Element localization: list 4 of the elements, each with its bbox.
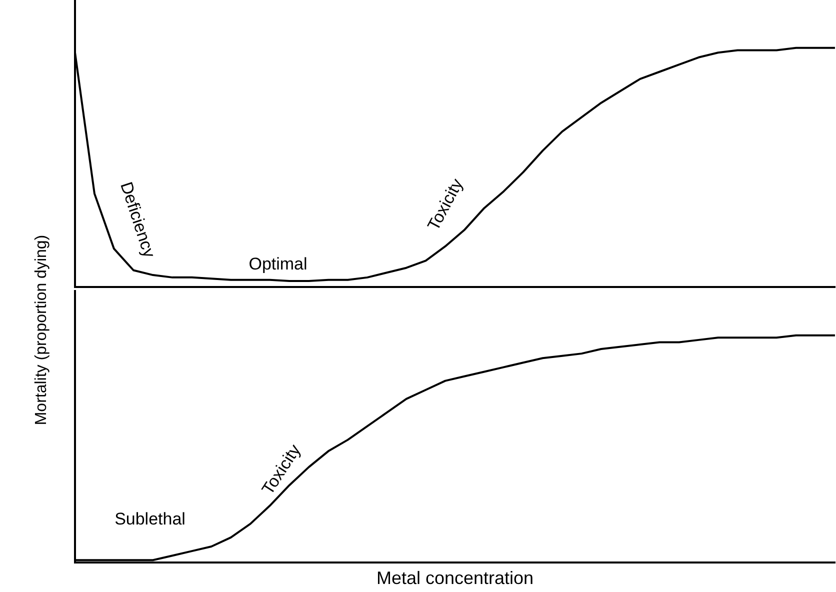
y-axis-title: Mortality (proportion dying) [32,234,51,428]
annotation: Optimal [248,254,308,274]
annotation: Sublethal [114,510,186,529]
x-axis-title: Metal concentration [376,568,534,588]
